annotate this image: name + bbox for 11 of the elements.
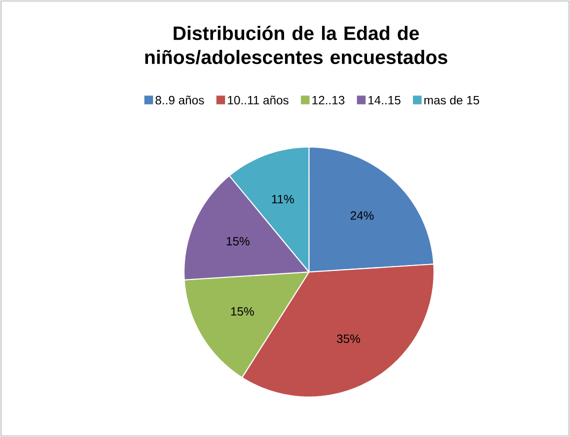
legend-label: 14..15 xyxy=(368,96,400,104)
legend-label: mas de 15 xyxy=(424,96,480,104)
legend-label: 10..11 años xyxy=(228,96,288,104)
legend-label: 12..13 xyxy=(312,96,344,104)
data-label: 15% xyxy=(226,237,250,246)
data-label: 15% xyxy=(231,307,254,316)
data-label: 24% xyxy=(350,211,374,220)
chart-title: Distribución de la Edad de niños/adolescentes encuestados xyxy=(145,26,448,64)
data-label: 35% xyxy=(336,334,360,343)
legend-label: 8..9 años xyxy=(156,96,204,104)
data-label: 11% xyxy=(272,194,294,204)
